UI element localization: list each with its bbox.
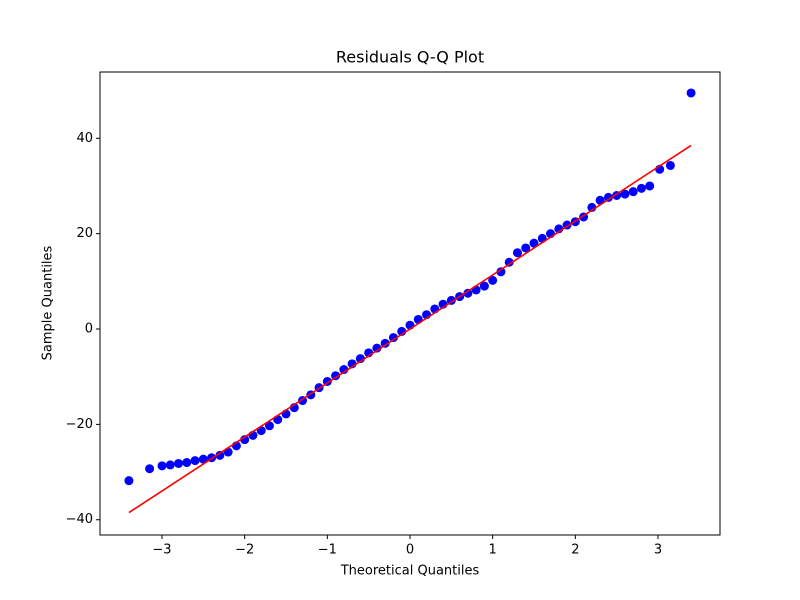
point	[620, 189, 630, 199]
point	[124, 476, 134, 486]
point	[145, 464, 155, 474]
y-tick-label: 0	[85, 322, 93, 337]
point	[198, 454, 208, 464]
point	[488, 275, 498, 285]
point	[273, 415, 283, 425]
point	[496, 267, 506, 277]
point	[388, 333, 398, 343]
point	[628, 187, 638, 197]
x-tick-label: 1	[489, 543, 497, 558]
fit-line	[128, 144, 692, 514]
point	[537, 233, 547, 243]
x-tick-label: 0	[406, 543, 414, 558]
point	[190, 456, 200, 466]
y-axis-label: Sample Quantiles	[41, 245, 56, 360]
point	[264, 421, 274, 431]
point	[504, 257, 514, 267]
point	[479, 281, 489, 291]
y-tick-label: 40	[76, 131, 93, 146]
point	[603, 192, 613, 202]
point	[380, 338, 390, 348]
chart-title: Residuals Q-Q Plot	[336, 48, 484, 67]
point	[529, 238, 539, 248]
x-axis-label: Theoretical Quantiles	[340, 564, 480, 579]
point	[165, 460, 175, 470]
x-tick-label: −1	[318, 543, 337, 558]
point	[174, 458, 184, 468]
x-tick-label: 2	[571, 543, 579, 558]
point	[521, 243, 531, 253]
plot-frame	[99, 71, 721, 536]
x-tick-label: −2	[235, 543, 254, 558]
point	[215, 450, 225, 460]
y-tick-label: −20	[66, 417, 93, 432]
point	[240, 435, 250, 445]
point	[182, 458, 192, 468]
point	[512, 248, 522, 258]
x-tick-label: −3	[152, 543, 171, 558]
point	[645, 181, 655, 191]
point	[636, 183, 646, 193]
point	[463, 288, 473, 298]
point	[339, 365, 349, 375]
point	[157, 461, 167, 471]
y-tick-label: −40	[66, 512, 93, 527]
x-tick-label: 3	[654, 543, 662, 558]
point	[223, 447, 233, 457]
point	[372, 343, 382, 353]
point	[665, 160, 675, 170]
point	[331, 371, 341, 381]
point	[413, 314, 423, 324]
point	[686, 88, 696, 98]
y-tick-label: 20	[76, 226, 93, 241]
